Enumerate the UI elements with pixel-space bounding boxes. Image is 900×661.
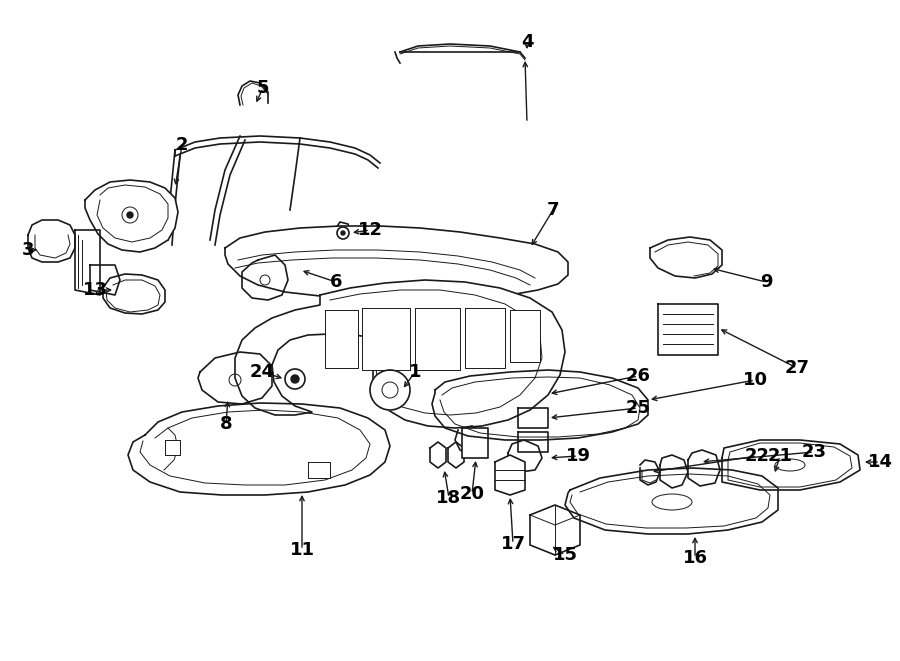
Text: 16: 16 (682, 549, 707, 567)
Polygon shape (90, 265, 120, 295)
Polygon shape (103, 274, 165, 314)
Polygon shape (415, 308, 460, 370)
Text: 10: 10 (742, 371, 768, 389)
Text: 26: 26 (626, 367, 651, 385)
Circle shape (122, 207, 138, 223)
Text: 12: 12 (357, 221, 382, 239)
Polygon shape (325, 310, 358, 368)
Polygon shape (225, 226, 568, 300)
Text: 1: 1 (409, 363, 421, 381)
Polygon shape (362, 308, 410, 370)
Ellipse shape (775, 459, 805, 471)
Text: 11: 11 (290, 541, 314, 559)
Polygon shape (235, 280, 565, 428)
Text: 27: 27 (785, 359, 809, 377)
Text: 13: 13 (83, 281, 107, 299)
Circle shape (291, 375, 299, 383)
Polygon shape (198, 352, 272, 404)
Text: 6: 6 (329, 273, 342, 291)
Text: 22: 22 (744, 447, 770, 465)
Polygon shape (242, 255, 288, 300)
Polygon shape (462, 428, 488, 458)
Text: 3: 3 (22, 241, 34, 259)
Polygon shape (688, 450, 720, 486)
Text: 7: 7 (547, 201, 559, 219)
Polygon shape (128, 403, 390, 495)
Polygon shape (530, 505, 580, 555)
Text: 25: 25 (626, 399, 651, 417)
Text: 17: 17 (500, 535, 526, 553)
Text: 18: 18 (436, 489, 462, 507)
Polygon shape (308, 462, 330, 478)
Polygon shape (510, 310, 540, 362)
Text: 24: 24 (249, 363, 274, 381)
Polygon shape (165, 440, 180, 455)
Polygon shape (722, 440, 860, 490)
Text: 5: 5 (256, 79, 269, 97)
Text: 14: 14 (868, 453, 893, 471)
Polygon shape (658, 304, 718, 355)
Polygon shape (650, 237, 722, 278)
Polygon shape (518, 408, 548, 428)
Text: 4: 4 (521, 33, 533, 51)
Text: 15: 15 (553, 546, 578, 564)
Text: 19: 19 (565, 447, 590, 465)
Polygon shape (28, 220, 75, 262)
Text: 20: 20 (460, 485, 484, 503)
Ellipse shape (652, 494, 692, 510)
Circle shape (370, 370, 410, 410)
Text: 9: 9 (760, 273, 772, 291)
Circle shape (127, 212, 133, 218)
Polygon shape (75, 230, 100, 295)
Polygon shape (565, 468, 778, 534)
Text: 23: 23 (802, 443, 826, 461)
Polygon shape (432, 370, 648, 440)
Polygon shape (495, 455, 525, 495)
Circle shape (341, 231, 345, 235)
Polygon shape (518, 432, 548, 452)
Text: 8: 8 (220, 415, 232, 433)
Circle shape (285, 369, 305, 389)
Text: 2: 2 (176, 136, 188, 154)
Text: 21: 21 (768, 447, 793, 465)
Polygon shape (85, 180, 178, 252)
Polygon shape (465, 308, 505, 368)
